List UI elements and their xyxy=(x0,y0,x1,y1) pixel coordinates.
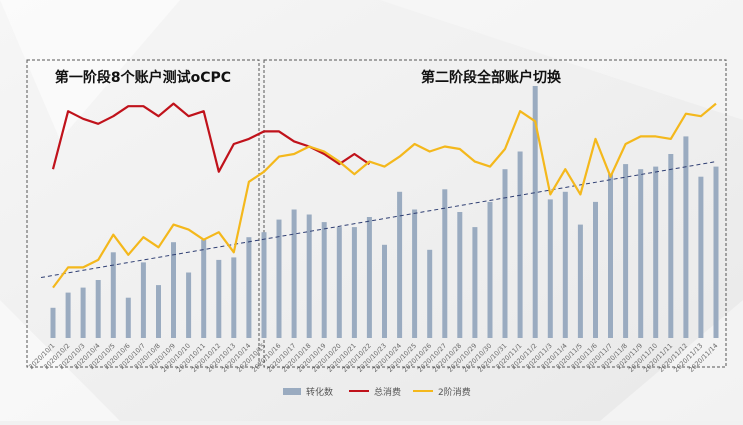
bar-45 xyxy=(713,166,719,338)
bar-42 xyxy=(668,154,674,338)
legend: 转化数 总消费 2阶消费 xyxy=(283,386,471,398)
bar-26 xyxy=(427,249,433,338)
series-line-total-spend xyxy=(51,102,371,173)
bar-4 xyxy=(95,280,101,338)
bar-16 xyxy=(276,219,282,338)
bar-38 xyxy=(608,174,613,338)
bar-33 xyxy=(532,86,538,338)
bar-29 xyxy=(472,227,478,338)
bar-30 xyxy=(487,201,493,338)
bar-3 xyxy=(80,287,86,338)
bar-27 xyxy=(442,189,448,338)
bar-19 xyxy=(321,222,327,338)
bar-23 xyxy=(382,244,387,338)
trend-line xyxy=(40,161,717,279)
bar-20 xyxy=(336,227,342,338)
bar-series xyxy=(50,86,719,338)
bar-41 xyxy=(653,166,659,338)
bar-44 xyxy=(698,176,704,338)
bar-10 xyxy=(186,272,192,338)
legend-label-conversions: 转化数 xyxy=(306,386,333,398)
legend-item-conversions: 转化数 xyxy=(283,386,333,398)
bar-34 xyxy=(547,199,553,338)
bar-32 xyxy=(517,151,523,338)
bar-12 xyxy=(216,259,222,338)
bar-5 xyxy=(110,252,116,338)
bar-28 xyxy=(457,212,463,338)
bar-21 xyxy=(351,227,357,338)
bar-1 xyxy=(50,307,56,338)
bar-13 xyxy=(231,257,237,338)
bar-24 xyxy=(397,191,403,338)
bar-31 xyxy=(502,169,508,338)
bar-25 xyxy=(412,209,418,338)
bar-35 xyxy=(562,191,568,338)
phase2-label: 第二阶段全部账户切换 xyxy=(421,69,562,86)
bar-17 xyxy=(291,209,297,338)
series-line-stage2-spend xyxy=(52,102,717,289)
bar-9 xyxy=(171,242,176,338)
phase2-box xyxy=(263,59,727,368)
legend-item-stage2-spend: 2阶消费 xyxy=(413,386,471,398)
bar-22 xyxy=(366,217,372,338)
bar-6 xyxy=(125,297,131,338)
bar-37 xyxy=(593,201,598,338)
phase1-label: 第一阶段8个账户测试oCPC xyxy=(55,69,231,86)
bar-8 xyxy=(156,285,161,338)
phase1-box xyxy=(26,59,260,368)
bar-18 xyxy=(306,214,312,338)
legend-item-total-spend: 总消费 xyxy=(349,386,401,398)
bar-2 xyxy=(65,292,71,338)
bar-39 xyxy=(623,164,629,338)
trend-line-layer xyxy=(40,161,717,279)
legend-swatch-conversions xyxy=(283,388,301,395)
bar-40 xyxy=(638,169,644,338)
bar-7 xyxy=(140,262,146,338)
legend-label-total-spend: 总消费 xyxy=(374,386,401,398)
bar-11 xyxy=(201,239,207,338)
legend-label-stage2-spend: 2阶消费 xyxy=(438,386,471,398)
bar-43 xyxy=(683,136,689,338)
bar-15 xyxy=(261,232,267,338)
bar-14 xyxy=(246,237,252,338)
line-series xyxy=(51,102,717,289)
bar-36 xyxy=(577,224,583,338)
x-axis-tick-labels: 2020/10/12020/10/22020/10/32020/10/42020… xyxy=(27,342,719,374)
